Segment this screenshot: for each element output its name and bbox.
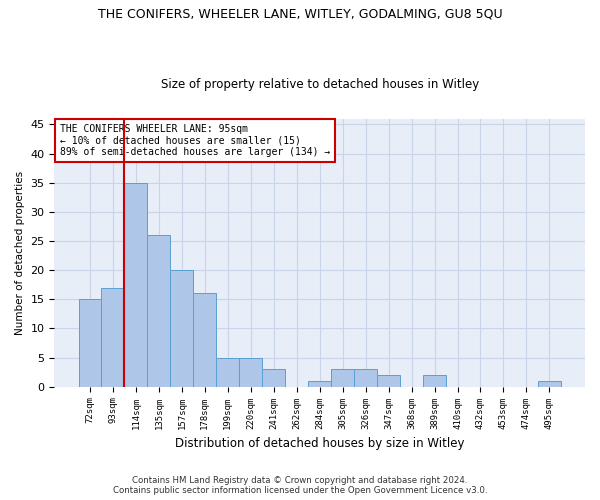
Bar [101,288,124,386]
Bar [423,375,446,386]
Bar [538,381,561,386]
Bar [354,369,377,386]
X-axis label: Distribution of detached houses by size in Witley: Distribution of detached houses by size … [175,437,464,450]
Bar [262,369,285,386]
Bar [148,235,170,386]
Title: Size of property relative to detached houses in Witley: Size of property relative to detached ho… [161,78,479,91]
Bar [377,375,400,386]
Text: Contains HM Land Registry data © Crown copyright and database right 2024.
Contai: Contains HM Land Registry data © Crown c… [113,476,487,495]
Bar [217,358,239,386]
Bar [331,369,354,386]
Y-axis label: Number of detached properties: Number of detached properties [15,170,25,334]
Bar [170,270,193,386]
Bar [79,300,101,386]
Bar [239,358,262,386]
Text: THE CONIFERS WHEELER LANE: 95sqm
← 10% of detached houses are smaller (15)
89% o: THE CONIFERS WHEELER LANE: 95sqm ← 10% o… [60,124,330,157]
Bar [193,294,217,386]
Bar [124,182,148,386]
Text: THE CONIFERS, WHEELER LANE, WITLEY, GODALMING, GU8 5QU: THE CONIFERS, WHEELER LANE, WITLEY, GODA… [98,8,502,20]
Bar [308,381,331,386]
